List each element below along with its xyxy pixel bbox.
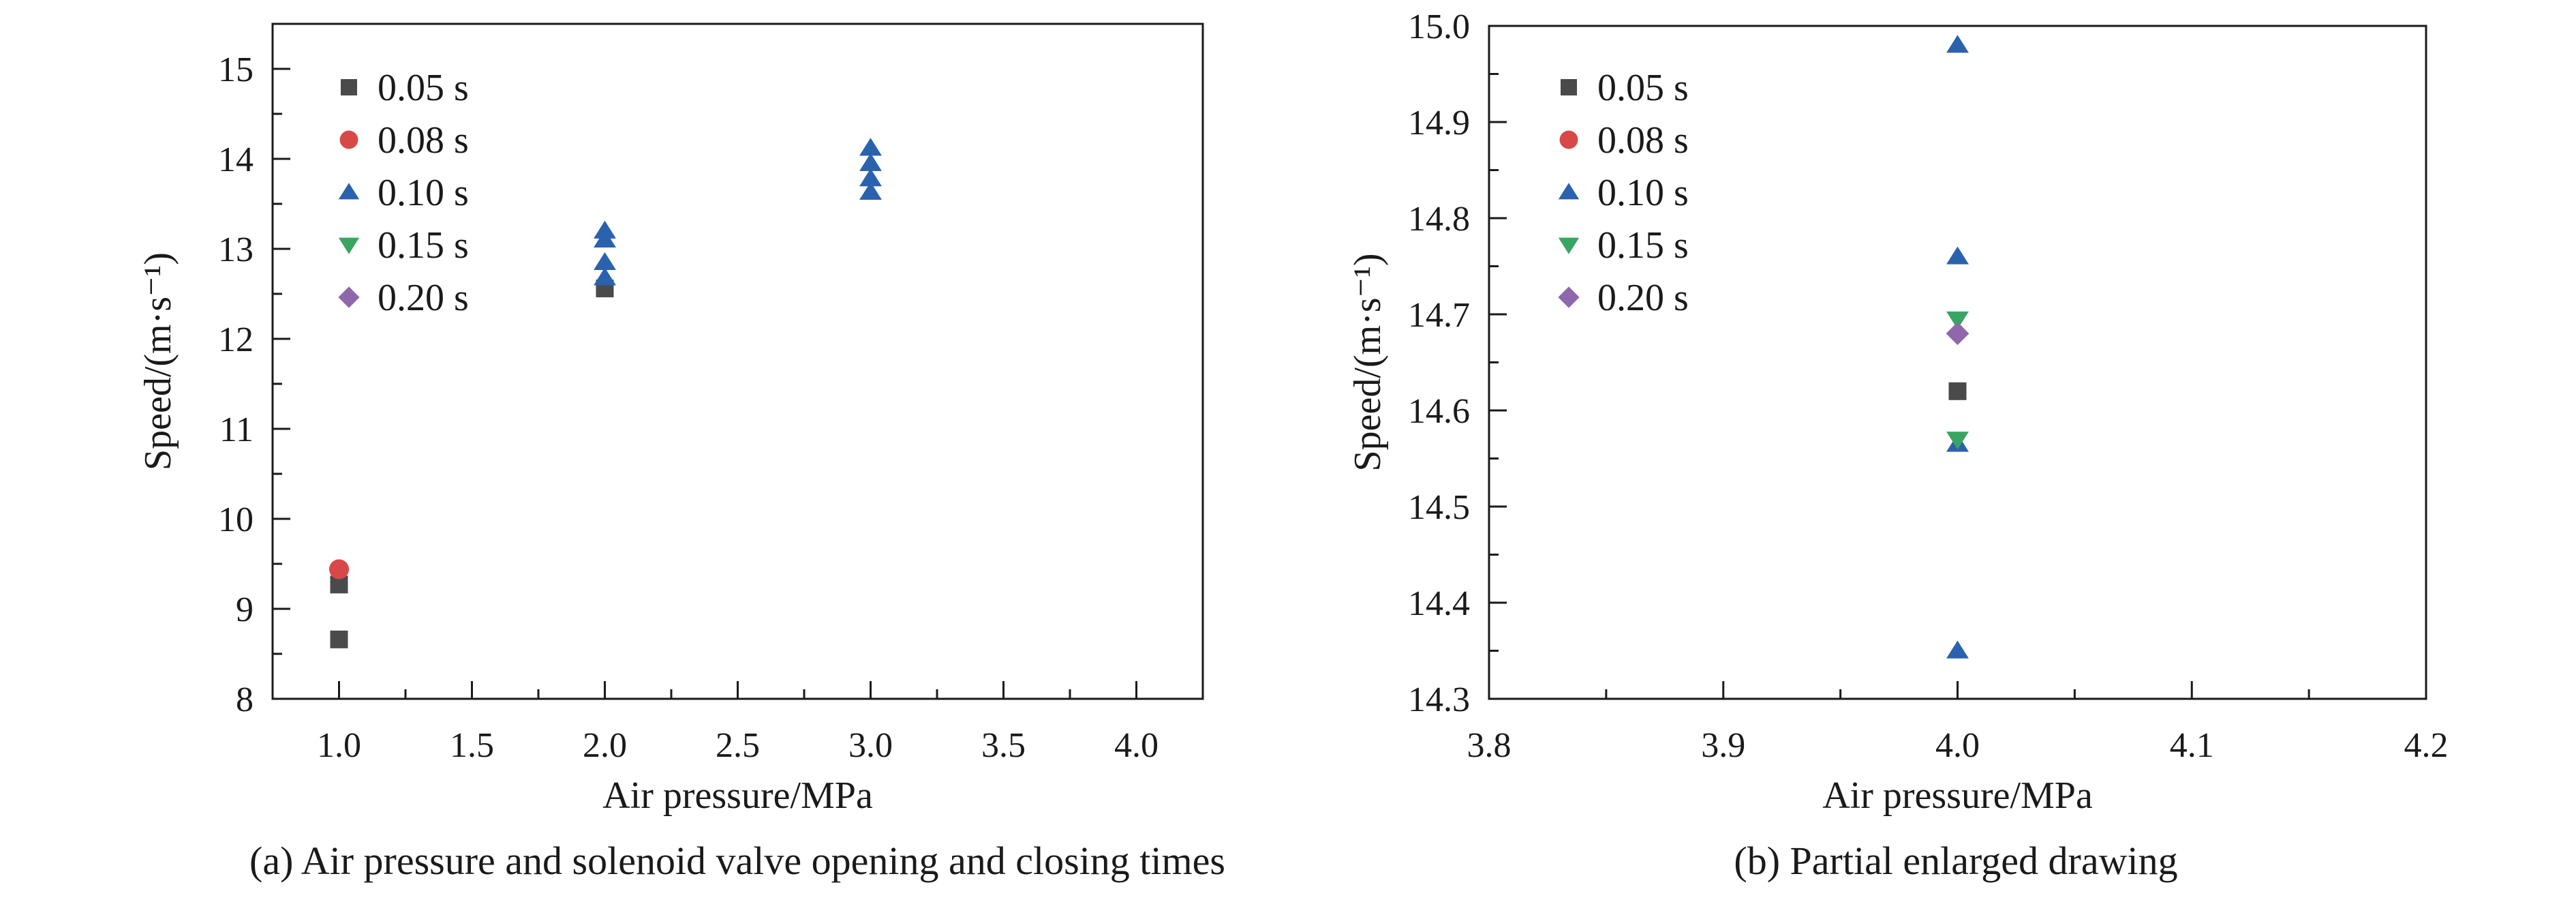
panel-b-chart: 3.8 3.9 4.0 4.1 4.2 14.3 14.4 14.5 14.6 14.7 14.8 1…: [1347, 7, 2449, 883]
panel-b-legend-marker: [1558, 183, 1580, 200]
panel-a-legend-label: 0.05 s: [378, 67, 469, 109]
panel-b-data-point: [1946, 322, 1969, 346]
panel-b-x-axis-title: Air pressure/MPa: [1822, 775, 2093, 817]
panel-a-data-point: [859, 168, 882, 187]
panel-b-legend-label: 0.05 s: [1597, 67, 1689, 109]
panel-a-legend-marker: [338, 183, 360, 200]
panel-a-legend-label: 0.10 s: [378, 172, 469, 214]
panel-b-legend-label: 0.15 s: [1597, 224, 1689, 267]
panel-a-legend-label: 0.20 s: [378, 277, 469, 319]
panel-a-data-point: [330, 630, 348, 648]
panel-a-data-point: [859, 181, 882, 200]
panel-b-y-axis-title: Speed/(m·s⁻¹): [1347, 253, 1389, 471]
panel-a-y-tick-label: 9: [236, 590, 254, 629]
panel-b-data-point: [1946, 311, 1969, 329]
panel-a-data-point: [594, 252, 616, 271]
panel-b-legend-label: 0.08 s: [1597, 119, 1689, 162]
panel-b-y-tick-label: 15.0: [1408, 7, 1470, 46]
panel-a-data-point: [859, 138, 882, 156]
panel-a-y-tick-label: 8: [236, 680, 254, 719]
panel-b-legend-label: 0.20 s: [1597, 277, 1689, 319]
panel-a-data-point: [594, 220, 616, 239]
panel-b-legend-marker: [1558, 237, 1580, 254]
panel-b-y-tick-label: 14.3: [1408, 680, 1470, 719]
panel-b-x-tick-label: 4.0: [1935, 726, 1980, 765]
panel-a-x-tick-label: 1.0: [317, 726, 361, 765]
panel-b-data-point: [1946, 640, 1969, 659]
panel-b-data-point: [1946, 35, 1969, 53]
panel-b-legend: 0.05 s 0.08 s 0.10 s 0.15 s 0.20 s: [1558, 67, 1689, 319]
panel-a-data-point: [594, 229, 616, 248]
panel-a-y-tick-label: 15: [218, 50, 254, 89]
panel-b-y-tick-label: 14.6: [1408, 392, 1470, 431]
panel-b-caption: (b) Partial enlarged drawing: [1734, 839, 2177, 883]
panel-a-data-point: [594, 267, 616, 286]
panel-a-legend: 0.05 s 0.08 s 0.10 s 0.15 s 0.20 s: [338, 67, 469, 319]
panel-a-y-axis-title: Speed/(m·s⁻¹): [137, 252, 179, 470]
panel-a-x-tick-label: 3.0: [848, 726, 893, 765]
panel-a-legend-label: 0.08 s: [378, 119, 469, 162]
panel-b-data-point: [1946, 246, 1969, 265]
panel-a-y-tick-label: 10: [218, 500, 254, 539]
panel-b-legend-marker: [1558, 286, 1580, 308]
panel-a-x-axis-title: Air pressure/MPa: [602, 775, 873, 817]
panel-b-y-tick-label: 14.4: [1408, 584, 1470, 623]
panel-a-chart: 1.0 1.5 2.0 2.5 3.0 3.5 4.0 8 9 10 11 12 13 14 15 Air p…: [137, 22, 1225, 883]
panel-a-y-tick-label: 13: [218, 230, 254, 269]
panel-a-x-tick-label: 2.0: [583, 726, 627, 765]
panel-b-legend-marker: [1559, 130, 1578, 149]
panel-a-x-tick-label: 4.0: [1114, 726, 1159, 765]
panel-a-x-tick-label: 3.5: [981, 726, 1026, 765]
panel-b-x-tick-label: 4.2: [2404, 726, 2449, 765]
panel-a-y-tick-label: 14: [218, 140, 254, 179]
panel-b-y-tick-label: 14.7: [1408, 296, 1470, 335]
panel-b-y-tick-label: 14.8: [1408, 200, 1470, 239]
panel-a-data-point: [859, 153, 882, 171]
panel-b-legend-marker: [1561, 79, 1577, 95]
panel-a-y-tick-label: 12: [218, 320, 254, 359]
panel-b-x-tick-label: 3.9: [1701, 726, 1745, 765]
panel-a-legend-marker: [338, 237, 360, 254]
panel-b-y-tick-label: 14.9: [1408, 104, 1470, 142]
panel-a-x-tick-label: 2.5: [716, 726, 760, 765]
panel-a-legend-marker: [341, 79, 357, 95]
panel-a-legend-label: 0.15 s: [378, 224, 469, 267]
panel-a-data-point: [328, 559, 350, 580]
panel-a-caption: (a) Air pressure and solenoid valve open…: [249, 839, 1225, 883]
panel-b-legend-label: 0.10 s: [1597, 172, 1689, 214]
panel-b-x-tick-label: 3.8: [1467, 726, 1512, 765]
panel-b-x-tick-label: 4.1: [2170, 726, 2214, 765]
panel-a-legend-marker: [339, 130, 358, 149]
panel-a-x-tick-label: 1.5: [450, 726, 494, 765]
panel-b-data-point: [1946, 432, 1969, 450]
panel-b-y-tick-label: 14.5: [1408, 488, 1470, 527]
panel-a-y-tick-label: 11: [219, 410, 254, 449]
panel-b-data-point: [1948, 382, 1967, 400]
panel-a-legend-marker: [338, 286, 360, 308]
